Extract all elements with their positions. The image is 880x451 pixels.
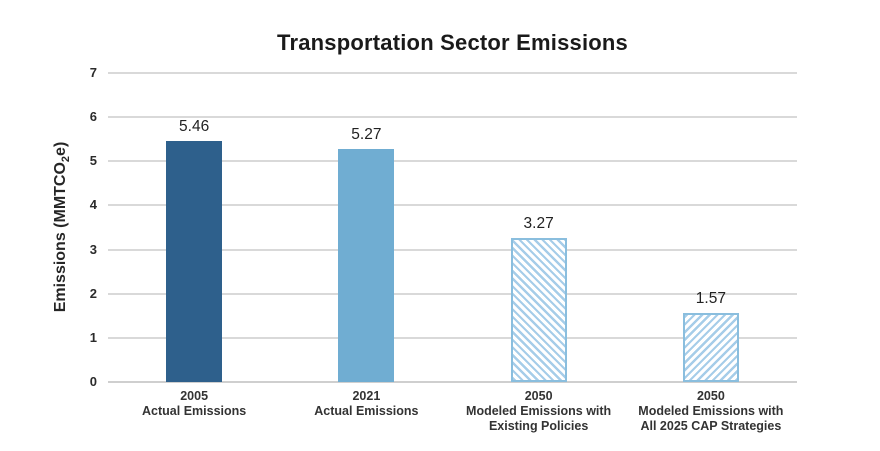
category-label-line: Actual Emissions	[142, 404, 247, 418]
category-label-line: 2005	[180, 389, 209, 403]
category-label-line: Modeled Emissions with	[466, 404, 612, 418]
category-label-line: All 2025 CAP Strategies	[640, 419, 782, 433]
gridline-y0	[108, 381, 797, 383]
bar-2005-actual-emissions	[166, 140, 223, 382]
category-label-line: 2050	[696, 389, 725, 403]
value-label-2021-actual-emissions: 5.27	[351, 126, 382, 144]
gridline-y6	[108, 116, 797, 119]
bar-2021-actual-emissions	[338, 149, 395, 382]
y-tick-label-1: 1	[89, 329, 97, 345]
gridline-y5	[108, 160, 797, 163]
y-tick-label-5: 5	[89, 153, 97, 169]
value-label-2005-actual-emissions: 5.46	[179, 117, 210, 135]
y-tick-label-4: 4	[89, 197, 97, 213]
chart-title: Transportation Sector Emissions	[277, 30, 628, 55]
y-tick-label-0: 0	[89, 374, 97, 389]
category-label-line: Actual Emissions	[314, 404, 419, 418]
category-label-2050-modeled-emissions-with-all-2025-cap-strategies: 2050 Modeled Emissions with All 2025 CAP S…	[625, 389, 797, 434]
y-tick-label-7: 7	[89, 65, 97, 80]
y-tick-label-6: 6	[89, 109, 97, 125]
x-axis-category-labels: 2005 Actual Emissions 2021 Actual Emissions…	[108, 389, 797, 434]
category-label-2021-actual-emissions: 2021 Actual Emissions	[280, 389, 452, 434]
value-label-2050-modeled-emissions-with-existing-policies: 3.27	[523, 214, 554, 232]
y-tick-label-3: 3	[89, 241, 97, 257]
bar-2050-modeled-emissions-with-all-2025-cap-strategies	[682, 312, 739, 382]
category-label-line: Modeled Emissions with	[638, 404, 784, 418]
y-tick-label-2: 2	[89, 285, 97, 301]
gridline-y1	[108, 336, 797, 339]
gridline-y3	[108, 248, 797, 251]
value-label-2050-modeled-emissions-with-all-2025-cap-strategies: 1.57	[695, 289, 726, 307]
category-label-line: 2050	[524, 389, 553, 403]
bar-2050-modeled-emissions-with-existing-policies	[510, 237, 567, 382]
category-label-2050-modeled-emissions-with-existing-policies: 2050 Modeled Emissions with Existing Polic…	[453, 389, 625, 434]
category-label-line: Existing Policies	[488, 419, 589, 433]
category-label-2005-actual-emissions: 2005 Actual Emissions	[108, 389, 280, 434]
gridline-y2	[108, 292, 797, 295]
gridline-y7	[108, 72, 797, 74]
gridline-y4	[108, 204, 797, 207]
category-label-line: 2021	[352, 389, 381, 403]
